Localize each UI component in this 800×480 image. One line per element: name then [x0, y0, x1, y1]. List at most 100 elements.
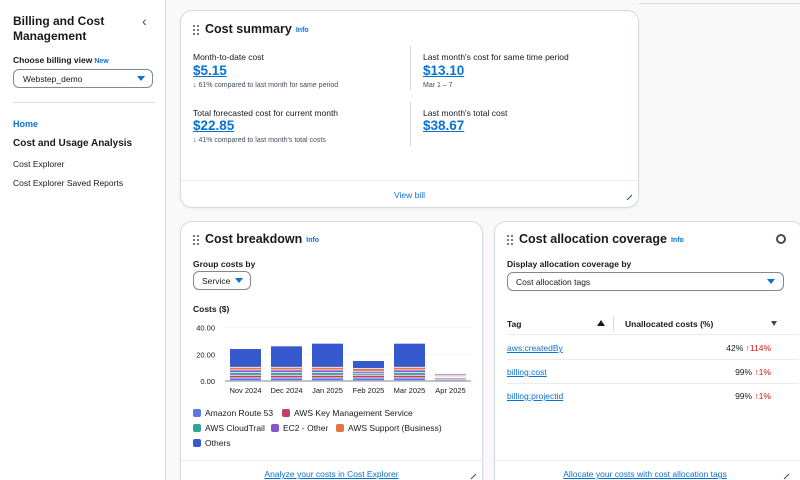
- bar-segment: [312, 375, 343, 378]
- column-header-tag[interactable]: Tag: [507, 319, 522, 329]
- card-footer-divider: [181, 180, 638, 181]
- choose-billing-view-label: Choose billing view New: [13, 55, 109, 65]
- x-tick-label: Jan 2025: [312, 386, 343, 395]
- bar-segment: [271, 373, 302, 375]
- x-tick-label: Feb 2025: [353, 386, 385, 395]
- unallocated-pct: 99% ↑1%: [735, 391, 771, 401]
- legend-item[interactable]: AWS Key Management Service: [282, 408, 413, 418]
- tag-link[interactable]: billing:projectid: [507, 391, 564, 401]
- bar-segment: [394, 378, 425, 381]
- x-tick-label: Mar 2025: [394, 386, 426, 395]
- view-bill-link[interactable]: View bill: [393, 190, 426, 200]
- caret-down-icon: [767, 279, 775, 284]
- legend-swatch: [193, 439, 201, 447]
- table-header-divider: [507, 334, 799, 335]
- bar-segment: [394, 367, 425, 370]
- display-allocation-value: Cost allocation tags: [516, 277, 591, 287]
- drag-handle-icon[interactable]: [193, 235, 199, 245]
- drag-handle-icon[interactable]: [193, 25, 199, 35]
- display-allocation-select[interactable]: Cost allocation tags: [507, 272, 784, 291]
- bar-segment: [271, 375, 302, 378]
- legend-swatch: [193, 424, 201, 432]
- arrow-up-icon: ↑: [754, 391, 759, 401]
- forecast-value[interactable]: $22.85: [193, 118, 235, 133]
- column-header-unallocated[interactable]: Unallocated costs (%): [625, 319, 714, 329]
- resize-handle-icon[interactable]: [782, 472, 790, 480]
- legend-item[interactable]: EC2 - Other: [271, 423, 328, 433]
- bar-segment: [230, 349, 261, 367]
- bar-segment: [312, 343, 343, 367]
- cost-allocation-info-link[interactable]: Info: [670, 237, 684, 244]
- last-month-total-label: Last month's total cost: [423, 108, 508, 118]
- cost-allocation-title: Cost allocation coverage Info: [519, 232, 684, 246]
- group-costs-select[interactable]: Service: [193, 271, 251, 290]
- bar-segment: [435, 375, 466, 377]
- cost-summary-card: Cost summary Info Month-to-date cost $5.1…: [180, 10, 639, 208]
- forecast-compare: ↓ 41% compared to last month's total cos…: [193, 137, 326, 144]
- drag-handle-icon[interactable]: [507, 235, 513, 245]
- sidebar-section-title: Cost and Usage Analysis: [13, 138, 133, 149]
- bar-segment: [353, 371, 384, 373]
- legend-item[interactable]: AWS Support (Business): [336, 423, 442, 433]
- legend-item[interactable]: AWS CloudTrail: [193, 423, 265, 433]
- legend-item[interactable]: Others: [193, 438, 231, 448]
- sidebar-item-home[interactable]: Home: [13, 119, 39, 129]
- card-footer-divider: [181, 460, 482, 461]
- bar-segment: [230, 373, 261, 375]
- sidebar-item-cost-explorer[interactable]: Cost Explorer: [13, 159, 65, 169]
- allocate-costs-link[interactable]: Allocate your costs with cost allocation…: [563, 469, 727, 479]
- summary-divider: [410, 46, 411, 90]
- sidebar-divider: [13, 102, 155, 103]
- cost-breakdown-info-link[interactable]: Info: [306, 237, 320, 244]
- arrow-down-icon: ↓: [193, 82, 197, 89]
- legend-swatch: [271, 424, 279, 432]
- resize-handle-icon[interactable]: [469, 472, 477, 480]
- last-same-period-value[interactable]: $13.10: [423, 63, 465, 78]
- gear-icon[interactable]: [776, 234, 786, 244]
- analyze-cost-explorer-link[interactable]: Analyze your costs in Cost Explorer: [264, 469, 399, 479]
- bar-segment: [312, 378, 343, 381]
- arrow-up-icon: ↑: [754, 367, 759, 377]
- resize-handle-icon[interactable]: [625, 193, 633, 201]
- x-tick-label: Apr 2025: [435, 386, 465, 395]
- bar-segment: [394, 343, 425, 367]
- bar-segment: [312, 373, 343, 375]
- sort-ascending-icon[interactable]: [597, 320, 605, 326]
- caret-down-icon: [137, 76, 145, 81]
- display-allocation-label: Display allocation coverage by: [507, 259, 632, 269]
- bar-segment: [394, 375, 425, 378]
- y-tick-label: 0.00: [200, 377, 215, 386]
- unallocated-pct: 42% ↑114%: [726, 343, 771, 353]
- billing-view-select[interactable]: Webstep_demo: [13, 69, 153, 88]
- bar-segment: [271, 370, 302, 373]
- bar-segment: [394, 370, 425, 373]
- bar-segment: [353, 378, 384, 381]
- bar-segment: [353, 369, 384, 371]
- legend-swatch: [336, 424, 344, 432]
- sort-icon[interactable]: [771, 321, 777, 326]
- sidebar: Billing and Cost Management ‹ Choose bil…: [0, 0, 166, 480]
- column-divider: [613, 317, 614, 331]
- mtd-cost-value[interactable]: $5.15: [193, 63, 227, 78]
- bar-segment: [230, 375, 261, 378]
- tag-link[interactable]: aws:createdBy: [507, 343, 563, 353]
- bar-segment: [312, 367, 343, 370]
- last-month-total-value[interactable]: $38.67: [423, 118, 465, 133]
- bar-segment: [230, 367, 261, 370]
- mtd-cost-label: Month-to-date cost: [193, 52, 264, 62]
- caret-down-icon: [235, 278, 243, 283]
- mtd-compare: ↓ 61% compared to last month for same pe…: [193, 82, 339, 89]
- collapse-sidebar-icon[interactable]: ‹: [142, 13, 147, 29]
- group-costs-value: Service: [202, 276, 231, 286]
- x-tick-label: Nov 2024: [229, 386, 261, 395]
- bar-segment: [435, 379, 466, 381]
- cost-summary-title: Cost summary Info: [205, 22, 309, 36]
- bar-segment: [271, 367, 302, 370]
- sidebar-item-saved-reports[interactable]: Cost Explorer Saved Reports: [13, 178, 124, 188]
- bar-segment: [271, 346, 302, 367]
- cost-summary-info-link[interactable]: Info: [295, 27, 309, 34]
- table-row-divider: [507, 383, 799, 384]
- legend-item[interactable]: Amazon Route 53: [193, 408, 273, 418]
- bar-segment: [271, 378, 302, 381]
- tag-link[interactable]: billing:cost: [507, 367, 547, 377]
